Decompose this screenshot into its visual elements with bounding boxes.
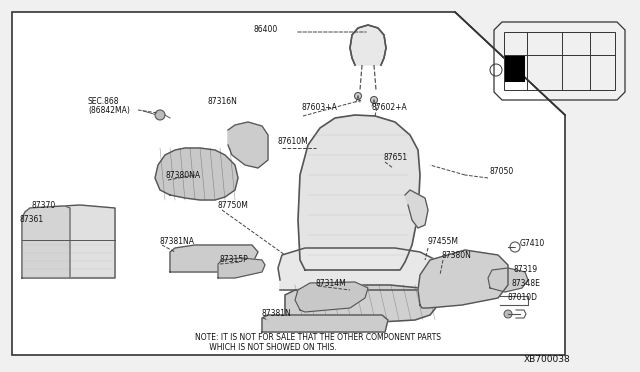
Text: 87319: 87319 [513, 266, 537, 275]
Polygon shape [22, 205, 115, 278]
Polygon shape [350, 25, 386, 65]
Polygon shape [488, 268, 528, 292]
Polygon shape [262, 315, 388, 332]
Bar [505, 56, 525, 82]
Circle shape [155, 110, 165, 120]
Text: WHICH IS NOT SHOWED ON THIS.: WHICH IS NOT SHOWED ON THIS. [195, 343, 337, 353]
Text: 87050: 87050 [490, 167, 515, 176]
Polygon shape [405, 190, 428, 228]
Text: 87010D: 87010D [507, 294, 537, 302]
Polygon shape [12, 12, 565, 355]
Polygon shape [278, 248, 440, 290]
Polygon shape [228, 122, 268, 168]
Text: 87380N: 87380N [441, 251, 471, 260]
Text: 87315P: 87315P [220, 256, 249, 264]
Text: NOTE: IT IS NOT FOR SALE THAT THE OTHER COMPONENT PARTS: NOTE: IT IS NOT FOR SALE THAT THE OTHER … [195, 334, 441, 343]
Text: G7410: G7410 [520, 240, 545, 248]
Text: 87602+A: 87602+A [372, 103, 408, 112]
Circle shape [355, 93, 362, 99]
Text: 87361: 87361 [20, 215, 44, 224]
Text: (86842MA): (86842MA) [88, 106, 130, 115]
Text: 87381NA: 87381NA [160, 237, 195, 246]
Polygon shape [285, 285, 440, 322]
Polygon shape [298, 115, 420, 270]
Bar [504, 32, 615, 90]
Text: 87380NA: 87380NA [165, 171, 200, 180]
Text: SEC.868: SEC.868 [88, 96, 120, 106]
Text: 87314M: 87314M [316, 279, 347, 288]
Text: 87316N: 87316N [207, 97, 237, 106]
Text: XB700038: XB700038 [524, 356, 570, 365]
Text: 97455M: 97455M [428, 237, 459, 247]
Text: 87651: 87651 [383, 154, 407, 163]
Polygon shape [170, 245, 258, 272]
Polygon shape [295, 282, 368, 312]
Text: 87610M: 87610M [278, 138, 308, 147]
Text: 87603+A: 87603+A [302, 103, 338, 112]
Text: 86400: 86400 [253, 26, 278, 35]
Text: 87370: 87370 [32, 201, 56, 209]
Text: 87381N: 87381N [262, 310, 292, 318]
Polygon shape [218, 258, 265, 278]
Polygon shape [22, 206, 70, 278]
Circle shape [371, 96, 378, 103]
Polygon shape [155, 148, 238, 200]
Polygon shape [418, 250, 508, 308]
Circle shape [504, 310, 512, 318]
Text: 87750M: 87750M [218, 201, 249, 209]
Text: 87348E: 87348E [511, 279, 540, 288]
